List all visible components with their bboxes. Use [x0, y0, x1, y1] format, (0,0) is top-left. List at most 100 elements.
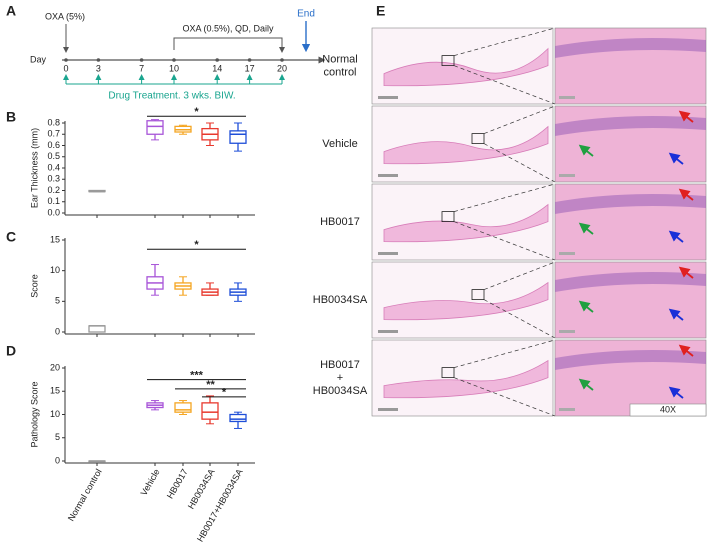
y-tick-label: 20: [50, 362, 60, 372]
day-label: Day: [30, 54, 47, 64]
day-tick: [139, 58, 144, 62]
green-arrow: [578, 378, 594, 391]
y-axis-label: Ear Thickness (mm): [29, 128, 39, 208]
induction-text: OXA (5%): [45, 11, 85, 21]
scale-bar: [378, 252, 398, 255]
scale-bar: [378, 408, 398, 411]
day-tick: [280, 58, 284, 62]
y-tick-label: 0: [55, 455, 60, 465]
zoom-box: [441, 211, 455, 223]
significance-label: ***: [190, 370, 204, 382]
y-tick-label: 15: [50, 234, 60, 244]
challenge-text: OXA (0.5%), QD, Daily: [182, 23, 274, 33]
blue-arrow: [668, 308, 684, 321]
y-tick-label: 5: [55, 296, 60, 306]
epidermis: [555, 350, 706, 370]
zoom-box: [441, 367, 455, 379]
y-tick-label: 0.7: [47, 129, 60, 139]
panel-letter: C: [6, 229, 16, 245]
x-tick-label: Normal control: [66, 467, 104, 523]
scale-bar: [378, 96, 398, 99]
row-label: HB0034SA: [313, 294, 368, 306]
x-tick-label: HB0017: [165, 467, 190, 500]
red-arrow: [678, 188, 694, 201]
scale-bar: [559, 96, 575, 99]
significance-label: *: [194, 239, 199, 251]
epidermis: [555, 272, 706, 292]
day-value: 3: [96, 63, 101, 73]
row-label: HB0017: [320, 359, 360, 371]
green-arrow: [578, 300, 594, 313]
box: [174, 402, 192, 413]
scale-bar: [378, 330, 398, 333]
day-value: 17: [245, 63, 255, 73]
day-tick: [64, 58, 68, 62]
epidermis: [555, 194, 706, 214]
row-label: +: [337, 372, 343, 384]
tissue-section: [383, 359, 549, 399]
scale-bar: [559, 252, 575, 255]
tissue-section: [383, 203, 549, 243]
box: [88, 325, 106, 333]
day-tick: [247, 58, 252, 62]
panel-letter: E: [376, 3, 385, 19]
day-value: 7: [139, 63, 144, 73]
zoom-box: [471, 289, 485, 301]
day-tick: [215, 58, 219, 62]
scale-bar: [378, 174, 398, 177]
row-label: control: [323, 66, 356, 78]
magnification-box: [629, 403, 707, 417]
y-tick-label: 0.2: [47, 185, 60, 195]
row-label: HB0017: [320, 216, 360, 228]
y-tick-label: 0.1: [47, 196, 60, 206]
tissue-section: [383, 125, 549, 165]
red-arrow: [678, 266, 694, 279]
epidermis: [555, 38, 706, 58]
row-label: Vehicle: [322, 138, 357, 150]
y-tick-label: 0.4: [47, 162, 60, 172]
box: [201, 402, 219, 420]
x-tick-label: HB0034SA: [186, 467, 217, 511]
scale-bar: [559, 330, 575, 333]
y-tick-label: 0.3: [47, 174, 60, 184]
y-tick-label: 10: [50, 409, 60, 419]
red-arrow: [678, 344, 694, 357]
tissue-section: [383, 47, 549, 87]
zoom-line: [453, 183, 556, 212]
green-arrow: [578, 144, 594, 157]
box: [229, 413, 247, 423]
x-tick-label: Vehicle: [139, 467, 162, 497]
significance-label: *: [194, 106, 199, 118]
end-text: End: [297, 9, 315, 20]
day-tick: [96, 58, 101, 62]
tissue-section: [383, 281, 549, 321]
day-value: 0: [63, 63, 68, 73]
zoom-line: [453, 27, 556, 56]
panel-letter: A: [6, 3, 16, 19]
panel-letter: B: [6, 109, 16, 125]
challenge-bracket: [173, 37, 285, 53]
day-tick: [172, 58, 176, 62]
y-tick-label: 0.0: [47, 207, 60, 217]
y-axis-label: Pathology Score: [29, 381, 39, 447]
y-tick-label: 5: [55, 432, 60, 442]
epidermis: [555, 116, 706, 136]
panel-letter: D: [6, 343, 16, 359]
blue-arrow: [668, 230, 684, 243]
magnification: 40X: [660, 404, 676, 414]
box: [146, 120, 164, 135]
zoom-line: [483, 261, 556, 290]
zoom-box: [441, 55, 455, 66]
y-tick-label: 0.6: [47, 140, 60, 150]
y-tick-label: 0: [55, 326, 60, 336]
y-axis-label: Score: [29, 274, 39, 298]
scale-bar: [559, 408, 575, 411]
significance-label: *: [222, 387, 227, 399]
blue-arrow: [668, 152, 684, 165]
y-tick-label: 0.5: [47, 151, 60, 161]
treatment-text: Drug Treatment. 3 wks. BIW.: [108, 91, 235, 102]
day-value: 10: [169, 63, 179, 73]
day-value: 20: [277, 63, 287, 73]
row-label: Normal: [322, 53, 357, 65]
